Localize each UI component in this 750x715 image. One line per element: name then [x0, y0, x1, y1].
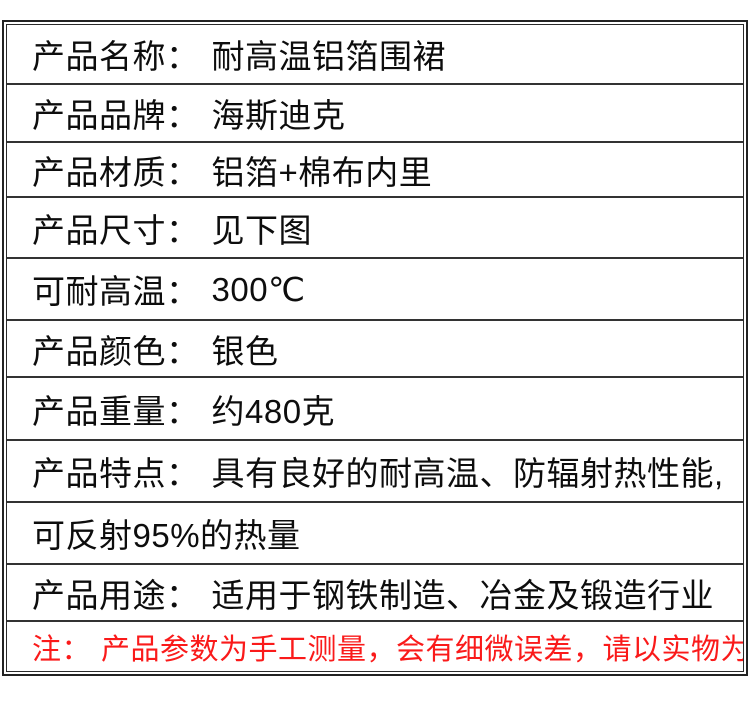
spec-value: 银色 — [211, 332, 279, 370]
spec-value: 耐高温铝箔围裙 — [211, 38, 446, 75]
spec-label: 产品颜色： — [32, 332, 200, 370]
spec-row-product-weight: 产品重量： 约480克 — [7, 378, 743, 441]
spec-row-heat-resistance: 可耐高温： 300℃ — [7, 259, 743, 321]
spec-label: 产品尺寸： — [32, 211, 200, 249]
spec-value: 见下图 — [211, 211, 312, 249]
spec-row-product-material: 产品材质： 铝箔+棉布内里 — [7, 143, 743, 198]
spec-row-product-name: 产品名称： 耐高温铝箔围裙 — [7, 25, 743, 85]
spec-label: 产品品牌： — [32, 97, 200, 134]
product-spec-table-frame: 产品名称： 耐高温铝箔围裙 产品品牌： 海斯迪克 产品材质： 铝箔+棉布内里 产… — [2, 20, 748, 676]
spec-value: 铝箔+棉布内里 — [211, 153, 433, 191]
spec-value: 约480克 — [211, 392, 336, 430]
spec-row-measurement-note: 注： 产品参数为手工测量，会有细微误差，请以实物为准 — [7, 622, 743, 671]
spec-label: 产品材质： — [32, 153, 200, 191]
spec-label: 可耐高温： — [32, 273, 200, 310]
spec-row-product-brand: 产品品牌： 海斯迪克 — [7, 85, 743, 143]
spec-value: 300℃ — [211, 270, 306, 308]
spec-row-product-features: 产品特点： 具有良好的耐高温、防辐射热性能, — [7, 441, 743, 503]
spec-label: 产品特点： — [32, 455, 200, 492]
spec-value: 海斯迪克 — [211, 97, 346, 134]
spec-value: 适用于钢铁制造、冶金及锻造行业 — [211, 576, 714, 614]
spec-row-product-features-continued: 可反射95%的热量 — [7, 503, 743, 565]
spec-row-product-usage: 产品用途： 适用于钢铁制造、冶金及锻造行业 — [7, 565, 743, 622]
spec-row-product-color: 产品颜色： 银色 — [7, 321, 743, 378]
spec-label: 产品用途： — [32, 576, 200, 614]
spec-label: 产品名称： — [32, 38, 200, 75]
spec-value: 具有良好的耐高温、防辐射热性能, — [211, 455, 724, 492]
product-spec-table: 产品名称： 耐高温铝箔围裙 产品品牌： 海斯迪克 产品材质： 铝箔+棉布内里 产… — [6, 24, 744, 672]
spec-value: 可反射95%的热量 — [32, 517, 301, 554]
spec-label: 注： — [32, 633, 92, 666]
spec-label: 产品重量： — [32, 392, 200, 430]
spec-value: 产品参数为手工测量，会有细微误差，请以实物为准 — [101, 633, 743, 666]
spec-row-product-size: 产品尺寸： 见下图 — [7, 198, 743, 259]
